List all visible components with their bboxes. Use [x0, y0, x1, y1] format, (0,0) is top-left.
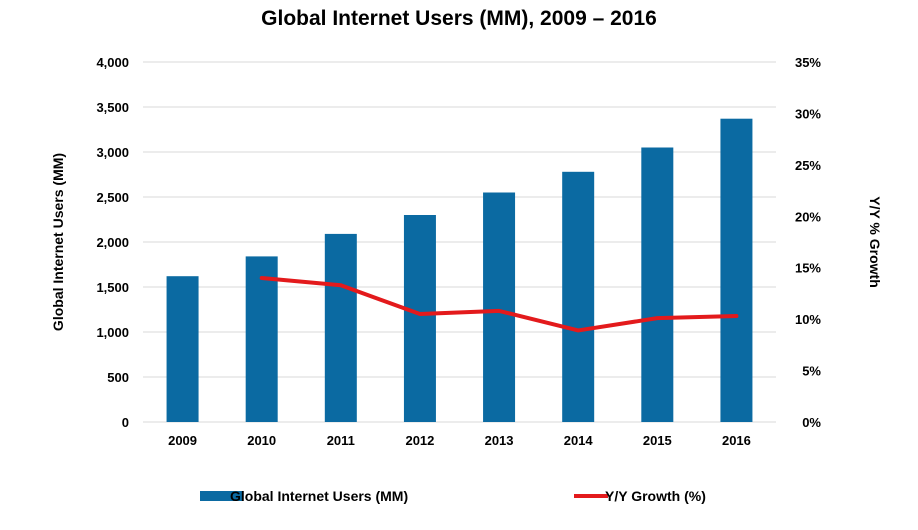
x-axis: 2009 2010 2011 2012 2013 2014 2015 2016 [168, 433, 751, 448]
legend-swatch-users [200, 491, 242, 501]
y2-tick-label: 35% [795, 55, 821, 70]
right-axis: 0% 5% 10% 15% 20% 25% 30% 35% [795, 55, 821, 430]
y-tick-label: 1,000 [96, 325, 129, 340]
y-axis-title: Global Internet Users (MM) [50, 153, 66, 331]
bar-series [166, 118, 753, 422]
y-tick-label: 2,500 [96, 190, 129, 205]
y2-tick-label: 5% [802, 364, 821, 379]
bar [245, 256, 278, 422]
y2-axis-title: Y/Y % Growth [867, 196, 883, 288]
x-tick-label: 2013 [485, 433, 514, 448]
growth-point [576, 328, 580, 332]
growth-point [655, 316, 659, 320]
y2-tick-label: 25% [795, 158, 821, 173]
gridlines [143, 61, 776, 423]
growth-point [339, 283, 343, 287]
x-tick-label: 2012 [405, 433, 434, 448]
legend-label-users: Global Internet Users (MM) [230, 488, 408, 504]
y-tick-label: 0 [122, 415, 129, 430]
bar [562, 171, 595, 422]
y-tick-label: 1,500 [96, 280, 129, 295]
x-tick-label: 2010 [247, 433, 276, 448]
line-series [259, 276, 739, 333]
y2-tick-label: 10% [795, 312, 821, 327]
y2-tick-label: 20% [795, 209, 821, 224]
growth-point [260, 276, 264, 280]
y-tick-label: 500 [107, 370, 129, 385]
y-tick-label: 4,000 [96, 55, 129, 70]
bar [324, 233, 357, 422]
x-tick-label: 2014 [564, 433, 594, 448]
y2-tick-label: 30% [795, 106, 821, 121]
x-tick-label: 2009 [168, 433, 197, 448]
legend-label-growth: Y/Y Growth (%) [605, 488, 706, 504]
growth-point [734, 314, 738, 318]
bar [166, 276, 199, 422]
y2-tick-label: 15% [795, 261, 821, 276]
x-tick-label: 2011 [327, 433, 355, 448]
bar [720, 118, 753, 422]
growth-point [497, 309, 501, 313]
y-tick-label: 3,500 [96, 100, 129, 115]
x-tick-label: 2016 [722, 433, 751, 448]
bar [483, 192, 516, 422]
y2-tick-label: 0% [802, 415, 821, 430]
y-tick-label: 2,000 [96, 235, 129, 250]
bar [641, 147, 674, 422]
growth-point [418, 312, 422, 316]
left-axis: 0 500 1,000 1,500 2,000 2,500 3,000 3,500 4,000 [96, 55, 129, 430]
bar [403, 215, 436, 422]
chart-title: Global Internet Users (MM), 2009 – 2016 [261, 7, 657, 30]
x-tick-label: 2015 [643, 433, 672, 448]
legend: Global Internet Users (MM) Y/Y Growth (%… [200, 488, 706, 504]
y-tick-label: 3,000 [96, 145, 129, 160]
